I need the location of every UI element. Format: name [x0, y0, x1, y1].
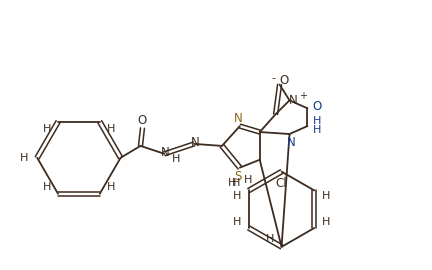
Text: H: H — [322, 191, 330, 201]
Text: H: H — [43, 182, 51, 192]
Text: H: H — [172, 154, 181, 164]
Text: N: N — [191, 136, 200, 149]
Text: H: H — [313, 116, 321, 126]
Text: H: H — [232, 178, 240, 188]
Text: N: N — [289, 94, 298, 107]
Text: H: H — [244, 174, 252, 184]
Text: N: N — [287, 136, 296, 149]
Text: O: O — [313, 100, 322, 113]
Text: H: H — [107, 124, 115, 134]
Text: S: S — [234, 170, 241, 183]
Text: O: O — [279, 74, 288, 87]
Text: H: H — [43, 124, 51, 134]
Text: H: H — [313, 125, 321, 135]
Text: H: H — [228, 178, 236, 188]
Text: H: H — [233, 217, 241, 227]
Text: H: H — [322, 217, 330, 227]
Text: Cl: Cl — [276, 177, 287, 190]
Text: H: H — [107, 182, 115, 192]
Text: H: H — [20, 153, 29, 163]
Text: H: H — [266, 234, 274, 244]
Text: +: + — [299, 92, 308, 102]
Text: N: N — [161, 146, 170, 159]
Text: H: H — [233, 191, 241, 201]
Text: N: N — [233, 112, 242, 125]
Text: O: O — [138, 114, 147, 127]
Text: -: - — [272, 74, 276, 84]
